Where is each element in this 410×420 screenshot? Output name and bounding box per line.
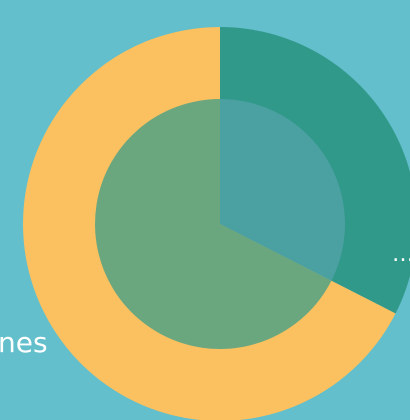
ellipsis-text: … [392, 242, 410, 267]
ring-inner-slice-1 [220, 99, 346, 281]
ring-inner-slice-2 [95, 99, 332, 349]
word-fragment-text: nes [0, 326, 48, 359]
